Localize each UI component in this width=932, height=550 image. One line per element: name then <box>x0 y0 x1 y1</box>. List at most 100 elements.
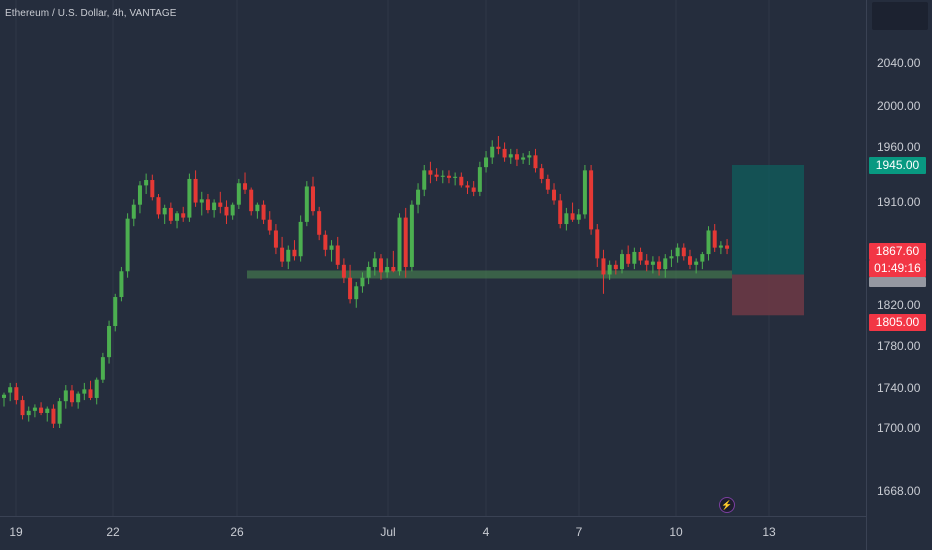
candle-body <box>113 297 118 327</box>
candle-body <box>391 266 396 272</box>
candle-body <box>484 157 489 168</box>
candle-body <box>440 175 445 177</box>
candle-body <box>57 401 62 424</box>
candle-body <box>644 260 649 265</box>
candle-body <box>650 261 655 265</box>
time-label: Jul <box>380 525 396 539</box>
time-label: 7 <box>575 525 583 539</box>
time-label: 26 <box>230 525 244 539</box>
candle-body <box>107 326 112 358</box>
price-scale-menu-box[interactable] <box>872 2 928 30</box>
price-label: 1820.00 <box>877 298 921 312</box>
time-axis[interactable]: 19 22 26 Jul 4 7 10 13 <box>0 516 866 550</box>
candle-body <box>378 258 383 273</box>
support-zone-rectangle[interactable] <box>247 270 732 279</box>
candle-body <box>620 254 624 270</box>
target-price-tag: 1945.00 <box>869 157 926 174</box>
candle-body <box>304 186 309 222</box>
candle-body <box>32 407 37 411</box>
candle-body <box>409 204 414 267</box>
candle-body <box>502 148 507 158</box>
symbol-title[interactable]: Ethereum / U.S. Dollar, 4h, VANTAGE <box>5 8 177 19</box>
candle-body <box>329 245 334 250</box>
candle-body <box>527 155 532 158</box>
candle-body <box>453 176 458 178</box>
candle-body <box>397 217 402 272</box>
candle-body <box>539 168 544 179</box>
candle-body <box>82 389 87 394</box>
time-label: 13 <box>762 525 776 539</box>
candle-body <box>292 249 297 257</box>
candle-body <box>323 234 328 250</box>
candle-body <box>94 379 99 398</box>
candle-body <box>8 387 13 393</box>
candle-body <box>212 202 217 211</box>
candle-body <box>69 390 74 403</box>
candle-body <box>205 199 210 211</box>
candle-body <box>595 229 600 259</box>
candle-body <box>119 271 124 298</box>
candle-body <box>230 204 235 216</box>
candle-body <box>144 180 149 186</box>
candle-body <box>175 213 180 221</box>
candle-body <box>156 197 161 215</box>
time-label: 4 <box>482 525 490 539</box>
candle-body <box>552 189 557 201</box>
candle-body <box>137 185 142 205</box>
candle-body <box>700 254 705 262</box>
candle-body <box>224 206 229 216</box>
candle-body <box>280 247 285 262</box>
price-label: 1740.00 <box>877 381 921 395</box>
candle-body <box>576 214 581 220</box>
entry-price-tag <box>869 277 926 287</box>
candle-body <box>607 264 612 275</box>
candle-body <box>20 400 25 416</box>
candle-body <box>706 230 711 255</box>
candle-body <box>26 410 31 416</box>
candle-body <box>255 204 260 212</box>
candlestick-chart[interactable] <box>0 0 866 516</box>
candle-body <box>725 245 730 249</box>
candles-group <box>2 136 730 428</box>
candle-body <box>385 266 390 273</box>
price-label: 1910.00 <box>877 195 921 209</box>
candle-body <box>249 189 254 212</box>
candle-body <box>372 258 377 267</box>
candle-body <box>403 217 408 267</box>
candle-body <box>564 213 569 225</box>
candle-body <box>657 261 662 270</box>
candle-body <box>150 180 155 198</box>
price-label: 1668.00 <box>877 484 921 498</box>
candle-body <box>626 254 631 264</box>
price-label: 2040.00 <box>877 56 921 70</box>
candle-body <box>545 178 550 190</box>
candle-body <box>477 167 482 192</box>
candle-body <box>311 186 315 212</box>
time-label: 10 <box>669 525 683 539</box>
grid-lines <box>15 0 770 516</box>
lightning-icon[interactable]: ⚡ <box>719 497 735 513</box>
candle-body <box>632 251 637 264</box>
candle-body <box>638 251 643 261</box>
candle-body <box>360 277 365 287</box>
candle-body <box>490 146 495 158</box>
long-position-target-zone[interactable] <box>732 164 804 275</box>
candle-body <box>514 154 519 160</box>
candle-body <box>39 407 44 413</box>
candle-body <box>76 393 81 403</box>
candle-body <box>663 258 668 270</box>
candle-body <box>14 387 19 401</box>
time-label: 19 <box>9 525 23 539</box>
candle-body <box>471 187 476 192</box>
candle-body <box>218 202 223 207</box>
candle-body <box>694 261 699 265</box>
candle-body <box>521 157 526 160</box>
candle-body <box>354 286 359 300</box>
long-position-stop-zone[interactable] <box>732 274 804 316</box>
candle-body <box>45 408 50 413</box>
candle-body <box>2 394 6 398</box>
chart-pane[interactable]: Ethereum / U.S. Dollar, 4h, VANTAGE ⚡ <box>0 0 866 516</box>
time-label: 22 <box>106 525 120 539</box>
candle-body <box>558 200 563 225</box>
price-label: 1780.00 <box>877 339 921 353</box>
